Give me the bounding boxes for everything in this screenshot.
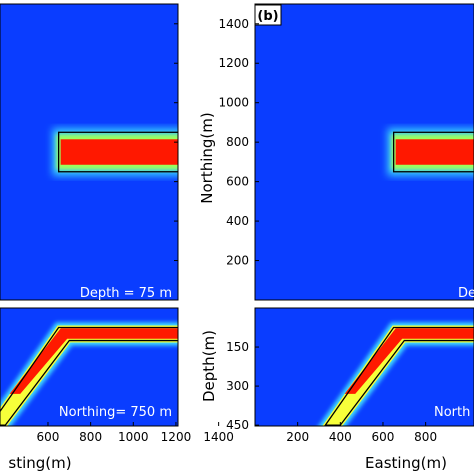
panel-b-y-ticks: 200 400 600 800 1000 1200 1400 xyxy=(218,17,259,268)
panel-b-label-box xyxy=(254,4,282,26)
panel-b-depth-annotation: Dep xyxy=(458,286,474,301)
panel-b-y-tick-label: 1000 xyxy=(218,96,249,110)
panel-b-body-outline xyxy=(324,326,474,426)
panel-b-depth-tick-label: 300 xyxy=(226,379,249,393)
panel-a-x-tick-label: 1000 xyxy=(118,430,149,444)
panel-a-plan-heat xyxy=(52,128,178,176)
panel-a-body-outline xyxy=(0,326,178,426)
panel-b-x-tick-label: 800 xyxy=(414,430,437,444)
panel-a-x-tick-label: 1400 xyxy=(203,430,234,444)
panel-a-x-axis-label: sting(m) xyxy=(8,454,71,472)
panel-a-depth-annotation: Depth = 75 m xyxy=(80,286,172,301)
panel-a-x-tick-label: 800 xyxy=(79,430,102,444)
panel-a-plan: Depth = 75 m xyxy=(0,3,179,301)
panel-b-northing-annotation: North xyxy=(434,405,470,420)
panel-b-anomaly-core xyxy=(395,139,474,165)
panel-b-depth-axis-label: Depth(m) xyxy=(200,330,218,402)
panel-b-y-tick-label: 1400 xyxy=(218,17,249,31)
panel-b-anomaly-outline xyxy=(392,131,474,173)
panel-b-y-tick-label: 600 xyxy=(226,175,249,189)
panel-a-x-tick-label: 600 xyxy=(37,430,60,444)
panel-b-y-tick-label: 1200 xyxy=(218,56,249,70)
panel-b-plan-heat xyxy=(387,128,474,176)
panel-b-x-tick-label: 600 xyxy=(372,430,395,444)
panel-b-x-tick-label: 200 xyxy=(286,430,309,444)
panel-b-y-tick-label: 400 xyxy=(226,214,249,228)
panel-b-section-heat xyxy=(318,322,474,426)
panel-a-anomaly-outline xyxy=(57,131,178,173)
panel-b-y-tick-label: 200 xyxy=(226,254,249,268)
panel-a-x-tick-label: 1200 xyxy=(161,430,192,444)
panel-a-body-core xyxy=(9,328,178,394)
panel-b-depth-tick-label: 150 xyxy=(226,340,249,354)
panel-a-plan-frame xyxy=(0,3,179,301)
panel-b-x-axis-label: Easting(m) xyxy=(365,454,447,472)
panel-b-depth-tick-label: 450 xyxy=(226,418,249,432)
panel-b-depth-ticks: 150 300 450 xyxy=(226,340,259,432)
panel-b-x-ticks: 200 400 600 800 xyxy=(286,422,437,444)
panel-a-x-ticks: 600 800 1000 1200 1400 xyxy=(37,422,234,444)
panel-b-section-frame xyxy=(254,307,474,427)
panel-b-y-axis-label: Northing(m) xyxy=(198,112,216,203)
panel-a-plan-ticks xyxy=(174,23,178,262)
panel-a-anomaly-core xyxy=(60,139,178,165)
panel-b-plan-frame xyxy=(254,3,474,301)
panel-a-northing-annotation: Northing= 750 m xyxy=(59,405,172,420)
panel-b-y-tick-label: 800 xyxy=(226,135,249,149)
panel-b-x-tick-label: 400 xyxy=(329,430,352,444)
panel-a-section: Northing= 750 m 600 800 1000 1200 1400 sting… xyxy=(0,307,234,472)
panel-a-section-frame xyxy=(0,307,179,427)
panel-a-section-heat xyxy=(0,322,178,426)
panel-b-label: (b) xyxy=(257,9,278,24)
panel-b-plan: (b) Dep 200 400 600 800 1000 1200 1400 Northin… xyxy=(198,3,474,301)
